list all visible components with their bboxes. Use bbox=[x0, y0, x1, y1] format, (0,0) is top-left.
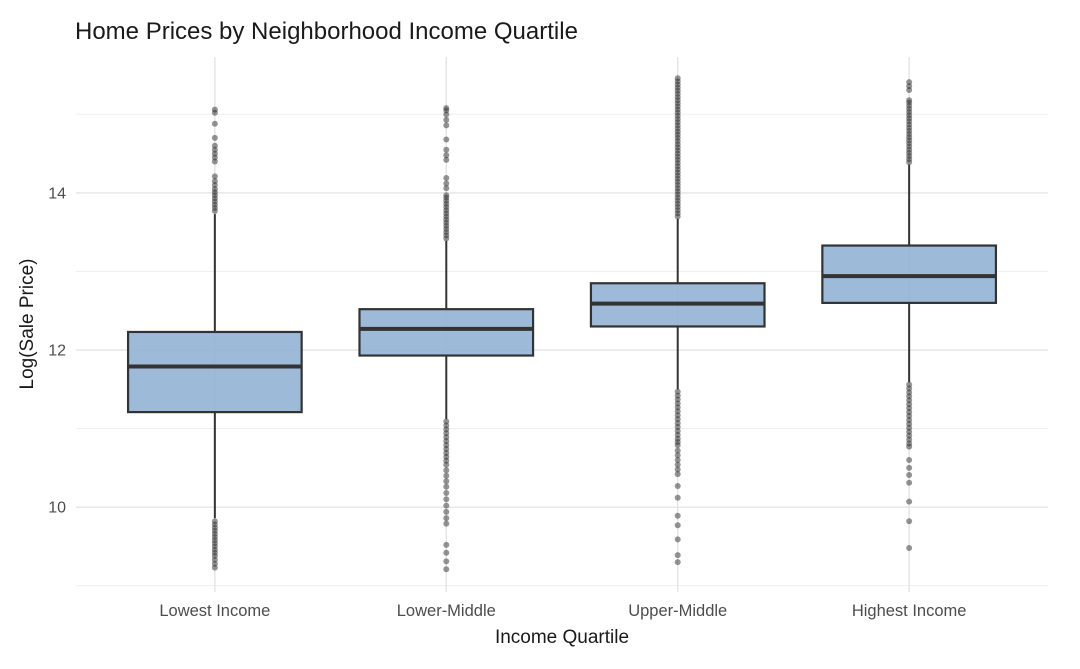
outlier-point-upper-middle bbox=[674, 522, 681, 529]
outlier-point-upper-middle bbox=[674, 552, 681, 559]
y-tick-label: 10 bbox=[48, 500, 66, 517]
outlier-point-upper-middle bbox=[674, 447, 681, 454]
outlier-point-lower-middle bbox=[443, 192, 450, 199]
outlier-point-lowest-income bbox=[211, 564, 218, 571]
outlier-point-lower-middle bbox=[443, 541, 450, 548]
outlier-point-lower-middle bbox=[443, 520, 450, 527]
chart-title: Home Prices by Neighborhood Income Quart… bbox=[75, 18, 578, 45]
outlier-point-lower-middle bbox=[443, 508, 450, 515]
outlier-point-upper-middle bbox=[674, 75, 681, 82]
outlier-point-lower-middle bbox=[443, 156, 450, 163]
outlier-point-upper-middle bbox=[674, 457, 681, 464]
outlier-point-highest-income bbox=[906, 464, 913, 471]
outlier-point-lower-middle bbox=[443, 146, 450, 153]
outlier-point-highest-income bbox=[906, 498, 913, 505]
outlier-point-lowest-income bbox=[211, 173, 218, 180]
outlier-point-highest-income bbox=[906, 479, 913, 486]
outlier-point-lowest-income bbox=[211, 178, 218, 185]
outlier-point-lower-middle bbox=[443, 116, 450, 123]
outlier-point-upper-middle bbox=[674, 559, 681, 566]
outlier-point-lowest-income bbox=[211, 106, 218, 113]
box-lower-middle bbox=[358, 308, 535, 357]
outlier-point-highest-income bbox=[906, 471, 913, 478]
outlier-point-upper-middle bbox=[674, 536, 681, 543]
outlier-point-lower-middle bbox=[443, 515, 450, 522]
outlier-point-lower-middle bbox=[443, 185, 450, 192]
y-axis-title: Log(Sale Price) bbox=[17, 258, 38, 390]
x-category-label: Upper-Middle bbox=[628, 602, 727, 620]
outlier-point-highest-income bbox=[906, 545, 913, 552]
outlier-point-lower-middle bbox=[443, 152, 450, 159]
outlier-point-upper-middle bbox=[674, 512, 681, 519]
outlier-point-lower-middle bbox=[443, 483, 450, 490]
outlier-point-lower-middle bbox=[443, 180, 450, 187]
outlier-point-lower-middle bbox=[443, 549, 450, 556]
outlier-point-highest-income bbox=[906, 97, 913, 104]
x-category-label: Highest Income bbox=[852, 602, 967, 620]
outlier-point-lower-middle bbox=[443, 502, 450, 509]
outlier-point-upper-middle bbox=[674, 452, 681, 459]
outlier-point-upper-middle bbox=[674, 482, 681, 489]
outlier-point-highest-income bbox=[906, 518, 913, 525]
outlier-point-lowest-income bbox=[211, 120, 218, 127]
outlier-point-upper-middle bbox=[674, 461, 681, 468]
outlier-point-upper-middle bbox=[674, 471, 681, 478]
outlier-point-upper-middle bbox=[674, 466, 681, 473]
outlier-point-upper-middle bbox=[674, 442, 681, 449]
outlier-point-lower-middle bbox=[443, 558, 450, 565]
outlier-point-lower-middle bbox=[443, 136, 450, 143]
outlier-point-lower-middle bbox=[443, 122, 450, 129]
outlier-point-upper-middle bbox=[674, 494, 681, 501]
outlier-point-lower-middle bbox=[443, 496, 450, 503]
outlier-point-highest-income bbox=[906, 443, 913, 450]
outlier-point-highest-income bbox=[906, 79, 913, 86]
outlier-point-lower-middle bbox=[443, 467, 450, 474]
outlier-point-lower-middle bbox=[443, 472, 450, 479]
outlier-point-lower-middle bbox=[443, 566, 450, 573]
x-category-label: Lower-Middle bbox=[397, 602, 496, 620]
box-lowest-income bbox=[126, 330, 303, 414]
outlier-point-lower-middle bbox=[443, 478, 450, 485]
x-axis-title: Income Quartile bbox=[494, 627, 630, 648]
outlier-point-lower-middle bbox=[443, 490, 450, 497]
outlier-point-lower-middle bbox=[443, 461, 450, 468]
outlier-point-highest-income bbox=[906, 457, 913, 464]
y-tick-label: 14 bbox=[48, 185, 66, 202]
outlier-point-lower-middle bbox=[443, 105, 450, 112]
outlier-point-lowest-income bbox=[211, 142, 218, 149]
outlier-point-lower-middle bbox=[443, 174, 450, 181]
outlier-point-lowest-income bbox=[211, 134, 218, 141]
x-category-label: Lowest Income bbox=[159, 602, 270, 620]
y-tick-label: 12 bbox=[48, 343, 66, 360]
